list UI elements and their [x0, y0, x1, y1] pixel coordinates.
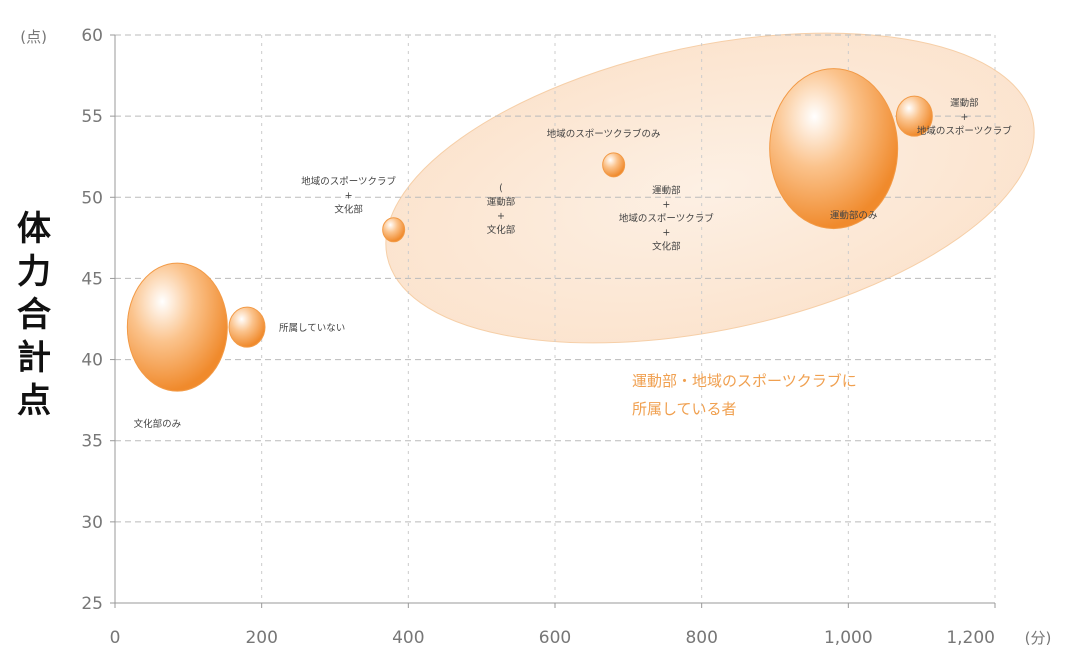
- y-tick-label: 50: [81, 188, 103, 208]
- bubble-label-line: 運動部: [487, 196, 516, 208]
- y-unit-label: (点): [20, 28, 47, 46]
- x-tick-label: 1,200: [946, 628, 995, 648]
- bubble-label-line: 文化部のみ: [134, 418, 182, 430]
- bubble-label-line: 地域のスポーツクラブのみ: [547, 128, 661, 140]
- bubble-point: [126, 262, 228, 392]
- x-tick-label: 400: [392, 628, 424, 648]
- bubble-point: [769, 68, 899, 230]
- bubble-label: ( 運動部 + 文化部: [487, 183, 516, 236]
- bubble-point: [228, 306, 266, 348]
- bubble-label-line: +: [662, 228, 670, 239]
- x-unit-label: (分): [1025, 629, 1052, 647]
- bubble-label-line: +: [497, 211, 505, 222]
- bubble-label: 運動部のみ: [830, 210, 878, 222]
- bubble-label-line: 運動部: [652, 185, 681, 197]
- bubble-label: 運動部 + 地域のスポーツクラブ: [917, 97, 1012, 137]
- bubble-label-line: 地域のスポーツクラブ: [301, 176, 396, 188]
- group-annotation: 運動部・地域のスポーツクラブに所属している者: [632, 372, 857, 418]
- x-tick-label: 200: [245, 628, 277, 648]
- y-axis-title: 体力合計点: [17, 209, 51, 421]
- x-tick-label: 600: [539, 628, 571, 648]
- bubble-label-line: +: [345, 191, 353, 202]
- bubble-label: 運動部 + 地域のスポーツクラブ + 文化部: [619, 185, 714, 253]
- bubble-label-line: 所属していない: [279, 323, 345, 334]
- group-annotation-line: 運動部・地域のスポーツクラブに: [632, 372, 857, 390]
- bubble-label-line: 運動部: [950, 97, 979, 109]
- bubble-label-line: 文化部: [334, 204, 363, 216]
- bubble-label-line: +: [662, 200, 670, 211]
- y-tick-label: 30: [81, 513, 103, 533]
- bubble-label-line: (: [499, 183, 503, 194]
- bubble-point: [895, 95, 933, 137]
- bubble-label: 地域のスポーツクラブ + 文化部: [301, 176, 396, 216]
- y-tick-label: 60: [81, 26, 103, 46]
- x-tick-label: 800: [685, 628, 717, 648]
- bubble-point: [382, 217, 406, 243]
- y-tick-label: 40: [81, 351, 103, 371]
- bubble-label-line: 文化部: [487, 224, 516, 236]
- bubble-label: 地域のスポーツクラブのみ: [547, 128, 661, 140]
- y-tick-label: 55: [81, 107, 103, 127]
- bubble-label: 所属していない: [279, 323, 345, 334]
- bubble-label-line: 文化部: [652, 241, 681, 253]
- bubble-label-line: 地域のスポーツクラブ: [917, 125, 1012, 137]
- y-tick-label: 25: [81, 594, 103, 614]
- bubble-label-line: +: [960, 112, 968, 123]
- bubble-label-line: 運動部のみ: [830, 210, 878, 222]
- y-tick-label: 45: [81, 269, 103, 289]
- bubble-label-line: 地域のスポーツクラブ: [619, 213, 714, 225]
- bubble-label: 文化部のみ: [134, 418, 182, 430]
- x-tick-label: 0: [110, 628, 121, 648]
- y-tick-label: 35: [81, 432, 103, 452]
- x-tick-label: 1,000: [824, 628, 873, 648]
- bubble-point: [602, 152, 626, 178]
- group-annotation-line: 所属している者: [632, 400, 737, 418]
